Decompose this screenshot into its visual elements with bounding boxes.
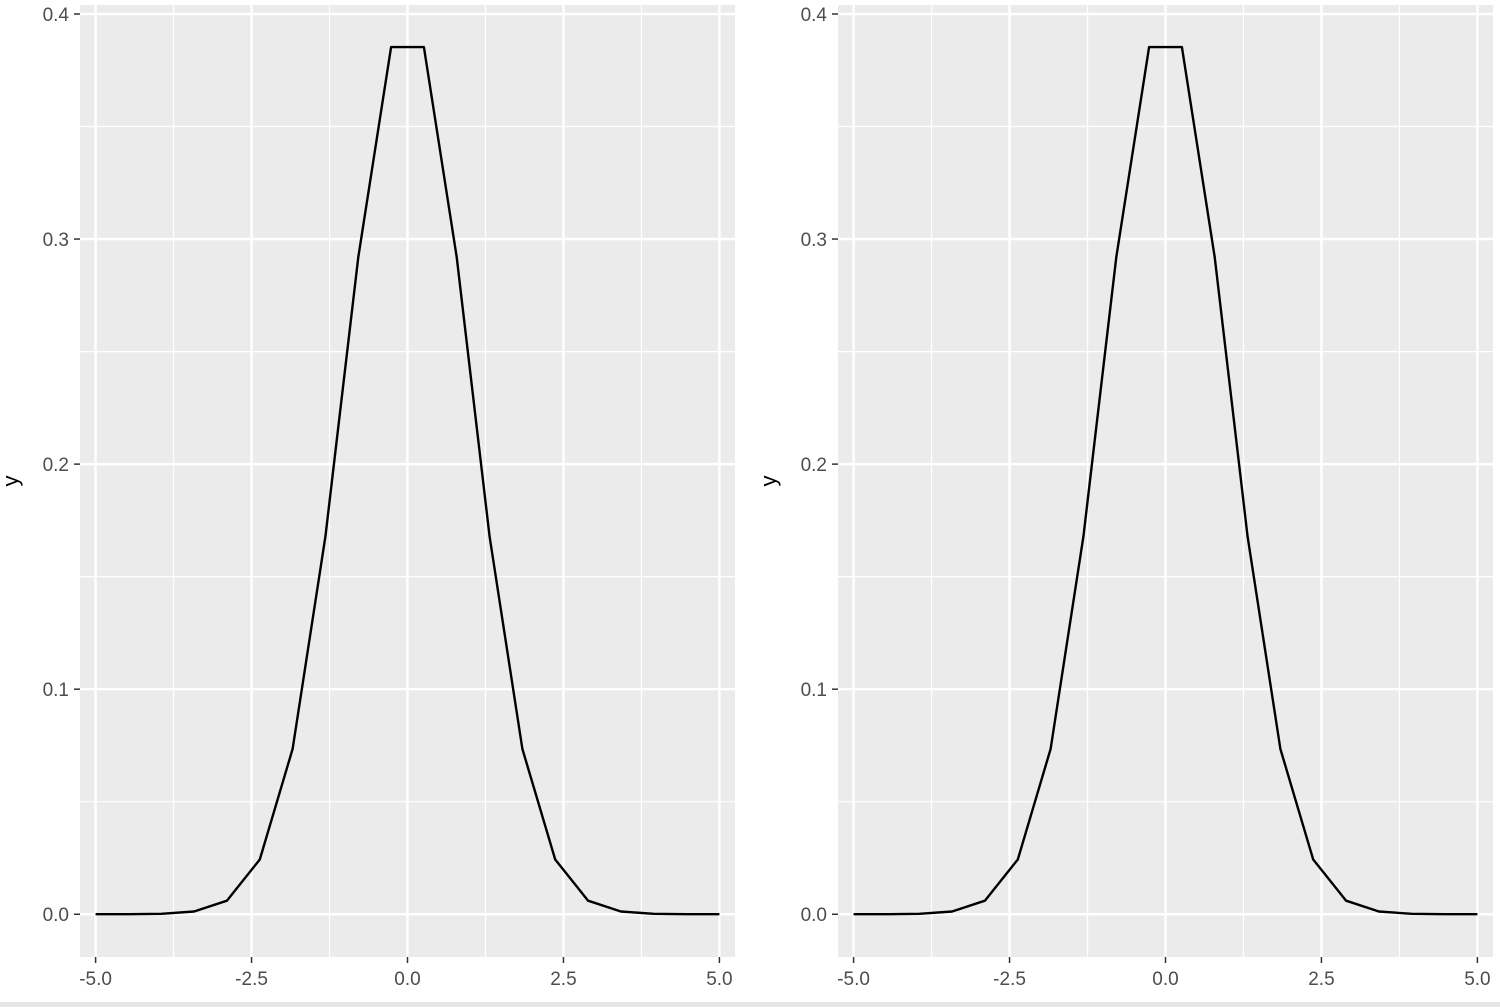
y-tick-label: 0.3 (801, 230, 827, 251)
x-tick-label: 0.0 (394, 969, 420, 990)
x-tick-label: 2.5 (1308, 969, 1334, 990)
x-tick-label: 2.5 (550, 969, 576, 990)
y-axis-title: y (0, 476, 23, 487)
x-tick-label: 5.0 (706, 969, 732, 990)
y-tick-label: 0.4 (801, 5, 828, 26)
x-tick-label: -2.5 (993, 969, 1026, 990)
density-line (853, 45, 1478, 916)
x-tick-label: -5.0 (79, 969, 112, 990)
bottom-border (0, 1002, 1500, 1007)
y-tick-label: 0.1 (801, 680, 827, 701)
x-tick-label: -5.0 (837, 969, 870, 990)
panel-1: -5.0 -2.5 0.0 2.5 5.0 0.0 0.1 0.2 0.3 0.4 y (0, 5, 735, 990)
y-axis-title: y (756, 476, 781, 487)
y-tick-label: 0.2 (801, 455, 827, 476)
x-tick-label: 5.0 (1464, 969, 1490, 990)
x-tick-label: -2.5 (235, 969, 268, 990)
y-tick-label: 0.4 (43, 5, 70, 26)
y-tick-label: 0.1 (43, 680, 69, 701)
y-tick-label: 0.3 (43, 230, 69, 251)
density-line (95, 45, 720, 916)
y-tick-label: 0.0 (801, 905, 827, 926)
panel-2: -5.0 -2.5 0.0 2.5 5.0 0.0 0.1 0.2 0.3 0.4 y (756, 5, 1493, 990)
y-tick-label: 0.2 (43, 455, 69, 476)
y-tick-label: 0.0 (43, 905, 69, 926)
x-tick-label: 0.0 (1152, 969, 1178, 990)
